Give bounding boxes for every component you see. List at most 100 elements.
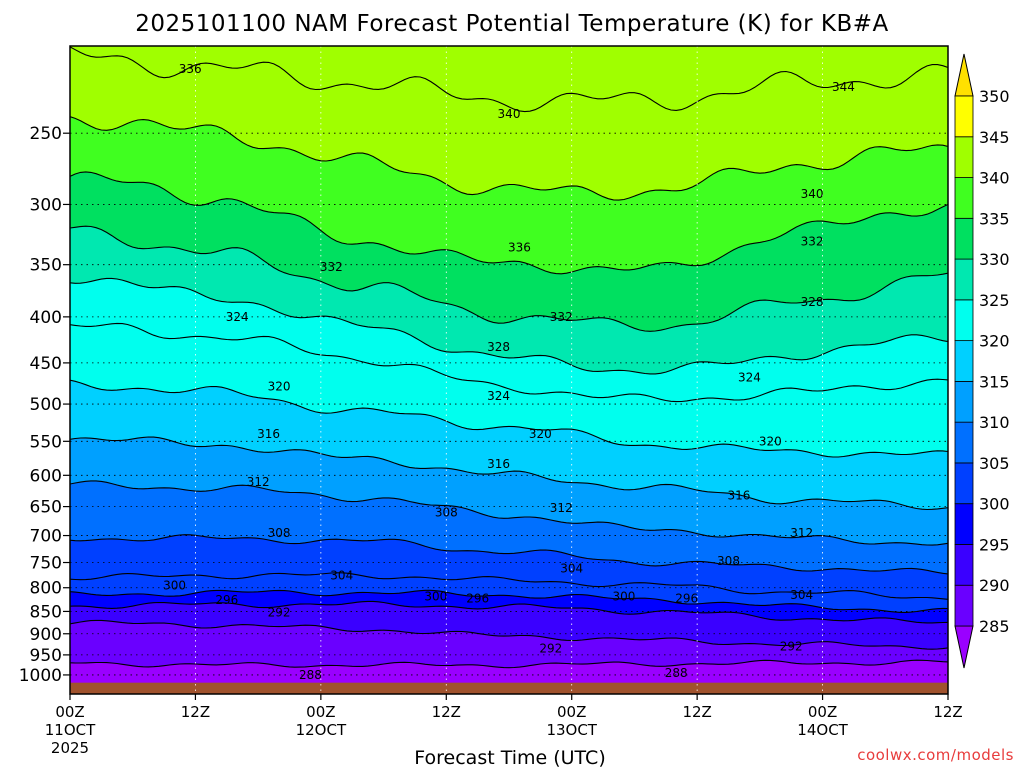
- contour-label: 296: [466, 591, 489, 605]
- contour-label: 308: [268, 526, 291, 540]
- x-tick-label-time: 00Z: [808, 703, 837, 721]
- chart-title: 2025101100 NAM Forecast Potential Temper…: [135, 11, 889, 37]
- contour-line-320: [70, 379, 948, 458]
- contour-label: 332: [320, 260, 343, 274]
- ground-strip: [70, 682, 948, 694]
- colorbar-label: 345: [979, 128, 1010, 147]
- contour-line-340: [70, 116, 948, 201]
- contour-label: 304: [330, 568, 353, 582]
- contour-label: 308: [717, 554, 740, 568]
- x-tick-label-time: 12Z: [181, 703, 210, 721]
- contour-label: 328: [487, 340, 510, 354]
- colorbar-label: 315: [979, 372, 1010, 391]
- contour-line-332: [70, 225, 948, 332]
- contour-line-312: [70, 480, 948, 546]
- y-tick-label: 500: [30, 395, 62, 415]
- ground-strip-fill: [70, 682, 948, 694]
- colorbar-triangle-top: [954, 53, 974, 97]
- y-tick-label: 350: [30, 256, 62, 276]
- contour-label: 336: [508, 241, 531, 255]
- y-tick-label: 900: [30, 625, 62, 645]
- y-tick-label: 750: [30, 554, 62, 574]
- colorbar-segment: [954, 544, 974, 586]
- colorbar-segment: [954, 177, 974, 219]
- credit-text: coolwx.com/models: [857, 746, 1014, 764]
- contour-label: 312: [550, 501, 573, 515]
- contour-label: 300: [163, 578, 186, 592]
- contour-label: 304: [790, 588, 813, 602]
- contour-line-328: [70, 277, 948, 375]
- contour-label: 300: [613, 589, 636, 603]
- x-tick-label-time: 12Z: [432, 703, 461, 721]
- y-tick-label: 800: [30, 579, 62, 599]
- colorbar-label: 305: [979, 454, 1010, 473]
- contour-label: 292: [539, 642, 562, 656]
- contour-lines: [70, 46, 948, 669]
- contour-label: 288: [665, 666, 688, 680]
- contour-label: 312: [247, 475, 270, 489]
- colorbar-label: 325: [979, 291, 1010, 310]
- x-tick-label-date: 13OCT: [546, 721, 597, 739]
- contour-label: 300: [424, 589, 447, 603]
- x-tick-label-time: 12Z: [682, 703, 711, 721]
- contour-line-300: [70, 589, 948, 613]
- colorbar-label: 330: [979, 250, 1010, 269]
- colorbar-segment: [954, 584, 974, 627]
- contour-label: 304: [560, 562, 583, 576]
- contour-label: 328: [801, 295, 824, 309]
- colorbar-label: 335: [979, 209, 1010, 228]
- colorbar-segment: [954, 503, 974, 545]
- x-tick-label-time: 00Z: [557, 703, 586, 721]
- y-tick-label: 450: [30, 354, 62, 374]
- colorbar-label: 300: [979, 495, 1010, 514]
- contour-label: 316: [727, 489, 750, 503]
- colorbar-label: 295: [979, 535, 1010, 554]
- contour-line-292: [70, 619, 948, 650]
- contour-label: 332: [801, 235, 824, 249]
- grid-lines: [70, 46, 948, 694]
- x-tick-label-date: 11OCT: [45, 721, 96, 739]
- contour-label: 332: [550, 310, 573, 324]
- contour-label: 320: [759, 434, 782, 448]
- contour-label: 292: [268, 605, 291, 619]
- contour-label: 316: [487, 457, 510, 471]
- colorbar: 285 290 295 300 305 310 315 320 325 330 335 340 345 3…: [954, 53, 1010, 669]
- contour-label: 296: [675, 591, 698, 605]
- x-tick-label-time: 00Z: [55, 703, 84, 721]
- y-tick-label: 950: [30, 646, 62, 666]
- x-tick-label-date: 12OCT: [296, 721, 347, 739]
- colorbar-segment: [954, 462, 974, 505]
- y-tick-label: 300: [30, 195, 62, 215]
- y-tick-label: 1000: [19, 666, 62, 686]
- contour-label: 320: [529, 427, 552, 441]
- x-axis-label: Forecast Time (UTC): [414, 747, 605, 768]
- contour-label: 340: [498, 107, 521, 121]
- x-tick-label-date: 14OCT: [797, 721, 848, 739]
- colorbar-label: 320: [979, 332, 1010, 351]
- colorbar-label: 350: [979, 87, 1010, 106]
- contour-label: 336: [179, 62, 202, 76]
- plot-frame: [69, 45, 949, 695]
- contour-label: 288: [299, 668, 322, 682]
- contour-line-336: [70, 171, 948, 275]
- contour-label: 308: [435, 506, 458, 520]
- colorbar-segment: [954, 380, 974, 423]
- contour-label: 324: [487, 389, 510, 403]
- y-tick-label: 700: [30, 527, 62, 547]
- y-axis: 250 300 350 400 450 500 550 600 650 700 750 800 850 9…: [19, 124, 70, 686]
- colorbar-segment: [954, 258, 974, 301]
- contour-label: 316: [257, 427, 280, 441]
- colorbar-label: 310: [979, 413, 1010, 432]
- contour-line-304: [70, 572, 948, 600]
- y-tick-label: 400: [30, 308, 62, 328]
- y-tick-label: 250: [30, 124, 62, 144]
- contour-label: 340: [801, 187, 824, 201]
- colorbar-segment: [954, 95, 974, 138]
- x-tick-label-year: 2025: [51, 739, 89, 757]
- fill-band-344: [70, 46, 948, 112]
- colorbar-label: 290: [979, 576, 1010, 595]
- colorbar-label: 340: [979, 169, 1010, 188]
- colorbar-segment: [954, 340, 974, 382]
